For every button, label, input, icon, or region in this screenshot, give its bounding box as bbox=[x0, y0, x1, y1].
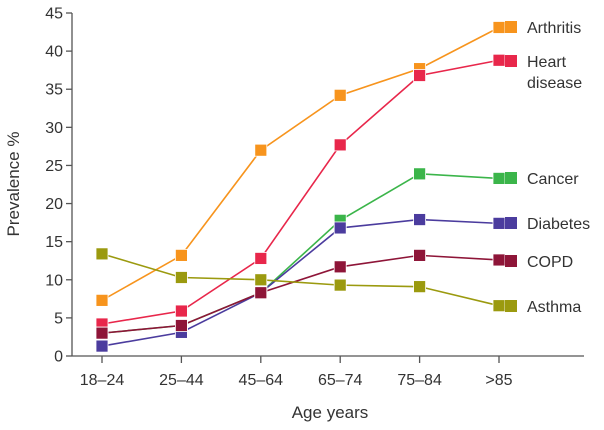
data-point-heart-disease bbox=[413, 69, 427, 82]
y-tick-label: 5 bbox=[54, 310, 63, 327]
data-point-copd bbox=[333, 260, 347, 274]
legend-marker-diabetes bbox=[505, 217, 517, 229]
y-tick-label: 10 bbox=[45, 272, 63, 289]
legend-marker-copd bbox=[505, 255, 517, 267]
data-point-asthma bbox=[174, 271, 188, 284]
data-point-arthritis bbox=[492, 21, 506, 34]
series-group bbox=[95, 21, 506, 353]
data-point-diabetes bbox=[95, 339, 109, 353]
y-tick-label: 45 bbox=[45, 6, 63, 23]
data-point-asthma bbox=[413, 280, 427, 294]
y-tick-label: 0 bbox=[54, 349, 63, 366]
data-point-asthma bbox=[254, 273, 268, 287]
y-tick-label: 20 bbox=[45, 196, 63, 213]
data-point-arthritis bbox=[95, 293, 109, 307]
data-point-heart-disease bbox=[254, 252, 268, 265]
series-line-heart-disease bbox=[101, 59, 500, 325]
x-tick-label: >85 bbox=[485, 372, 512, 389]
legend: Arthritis Heart disease Cancer Diabetes COPD A… bbox=[505, 20, 590, 316]
series-line-copd bbox=[101, 254, 500, 334]
series-line-arthritis bbox=[101, 26, 500, 302]
series-line-asthma bbox=[101, 253, 500, 307]
data-point-diabetes bbox=[333, 221, 347, 235]
data-point-asthma bbox=[95, 247, 109, 261]
data-point-copd bbox=[254, 286, 268, 300]
data-point-diabetes bbox=[492, 216, 506, 230]
data-point-cancer bbox=[413, 167, 427, 181]
x-tick-label: 75–84 bbox=[397, 372, 442, 389]
legend-label-diabetes: Diabetes bbox=[527, 216, 590, 233]
data-point-heart-disease bbox=[174, 304, 188, 318]
data-point-asthma bbox=[333, 278, 347, 292]
y-axis-title: Prevalence % bbox=[4, 132, 23, 237]
legend-label-asthma: Asthma bbox=[527, 299, 581, 316]
legend-marker-heart-disease bbox=[505, 55, 517, 67]
x-tick-label: 45–64 bbox=[239, 372, 284, 389]
legend-marker-arthritis bbox=[505, 21, 517, 33]
data-point-arthritis bbox=[254, 143, 268, 157]
y-tick-label: 30 bbox=[45, 120, 63, 137]
y-tick-label: 35 bbox=[45, 82, 63, 99]
data-point-heart-disease bbox=[333, 138, 347, 152]
data-point-copd bbox=[174, 319, 188, 332]
legend-label-heart-disease: Heart disease bbox=[527, 54, 582, 92]
y-tick-label: 25 bbox=[45, 158, 63, 175]
data-point-arthritis bbox=[174, 248, 188, 262]
x-axis-title: Age years bbox=[292, 403, 369, 422]
data-point-asthma bbox=[492, 299, 506, 313]
legend-label-arthritis: Arthritis bbox=[527, 20, 581, 37]
legend-marker-asthma bbox=[505, 300, 517, 312]
x-tick-label: 25–44 bbox=[159, 372, 204, 389]
data-point-copd bbox=[413, 248, 427, 262]
x-tick-label: 18–24 bbox=[80, 372, 125, 389]
legend-label-copd: COPD bbox=[527, 254, 573, 271]
data-point-copd bbox=[492, 253, 506, 267]
y-tick-label: 40 bbox=[45, 44, 63, 61]
legend-marker-cancer bbox=[505, 172, 517, 184]
axes: 0 5 10 15 20 25 30 35 40 45 18–24 25–44 45–64 65–74 75… bbox=[45, 6, 584, 389]
data-point-cancer bbox=[492, 172, 506, 185]
series-line-cancer bbox=[101, 173, 500, 334]
data-point-diabetes bbox=[413, 213, 427, 226]
data-point-arthritis bbox=[333, 88, 347, 102]
legend-label-cancer: Cancer bbox=[527, 171, 579, 188]
series-line-diabetes bbox=[101, 218, 500, 347]
data-point-copd bbox=[95, 326, 109, 340]
y-tick-label: 15 bbox=[45, 234, 63, 251]
data-point-heart-disease bbox=[492, 53, 506, 67]
x-tick-label: 65–74 bbox=[318, 372, 363, 389]
